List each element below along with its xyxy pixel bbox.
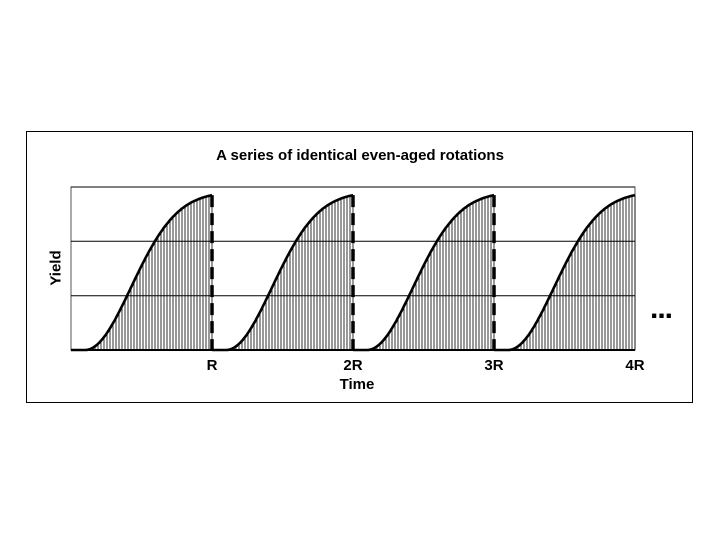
x-tick-label-2: 2R xyxy=(343,357,362,374)
yield-hatch-4 xyxy=(511,195,636,350)
yield-hatch-3 xyxy=(370,195,495,350)
yield-hatch-2 xyxy=(229,195,354,350)
x-axis-label: Time xyxy=(339,376,375,393)
x-tick-label-1: R xyxy=(207,357,218,374)
chart-frame xyxy=(26,131,693,403)
yield-curve-2 xyxy=(212,193,354,352)
yield-curve-4 xyxy=(494,193,636,352)
yield-hatch-1 xyxy=(88,195,213,350)
x-tick-label-4: 4R xyxy=(625,357,644,374)
x-tick-label-3: 3R xyxy=(484,357,503,374)
chart-title: A series of identical even-aged rotation… xyxy=(216,147,504,164)
continuation-ellipsis: ... xyxy=(650,292,673,325)
yield-curve-1 xyxy=(71,193,213,352)
yield-curve-3 xyxy=(353,193,495,352)
